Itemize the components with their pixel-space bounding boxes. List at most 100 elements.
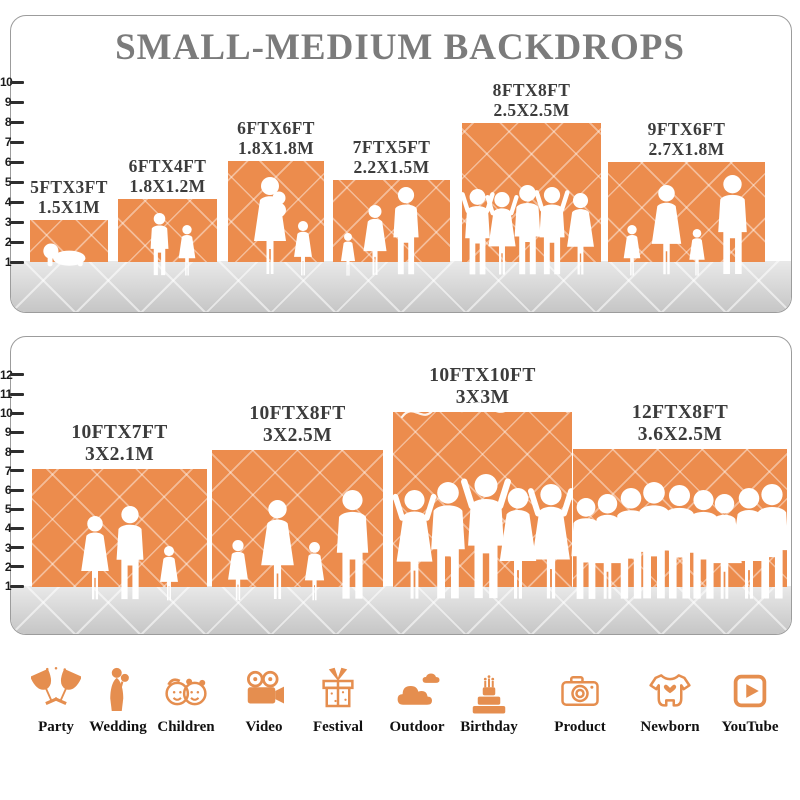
category-party: Party <box>16 666 96 736</box>
ruler-tick-bottom-5 <box>10 507 24 511</box>
ruler-tick-top-9 <box>10 100 24 104</box>
size-label: 10FTX10FT 3X3M <box>429 365 536 409</box>
girl-silhouette <box>294 221 312 276</box>
man-silhouette <box>663 485 696 599</box>
ruler-tick-top-5 <box>10 180 24 184</box>
ruler-label-bottom-3: 3 <box>4 540 12 555</box>
girl-silhouette <box>689 229 705 276</box>
festival-icon <box>298 666 378 716</box>
birthday-icon <box>449 666 529 716</box>
ruler-label-bottom-5: 5 <box>4 502 12 517</box>
ruler-label-top-6: 6 <box>4 155 12 169</box>
size-label-ft: 10FTX7FT <box>71 422 168 443</box>
man-silhouette <box>687 490 720 599</box>
figure-man <box>629 482 679 602</box>
woman-silhouette <box>651 185 682 275</box>
man-silhouette <box>393 187 419 275</box>
ruler-tick-bottom-3 <box>10 546 24 550</box>
ruler-label-top-9: 9 <box>4 95 12 109</box>
size-label-m: 2.2X1.5M <box>353 156 430 177</box>
figure-girl <box>302 542 327 602</box>
backdrop-rect-10ftx7ft <box>32 469 207 587</box>
category-label: YouTube <box>721 719 779 735</box>
womanBaby-silhouette <box>254 177 286 274</box>
ruler-tick-top-6 <box>10 160 24 164</box>
figure-manArmsUp <box>533 187 571 277</box>
man-silhouette <box>755 484 789 599</box>
woman-silhouette <box>707 494 742 599</box>
womanArmsUp-silhouette <box>392 490 437 599</box>
ruler-label-bottom-2: 2 <box>4 559 12 574</box>
ruler-tick-top-1 <box>10 260 24 264</box>
size-label-m: 3X3M <box>455 386 510 408</box>
ruler-tick-top-7 <box>10 140 24 144</box>
size-label: 6FTX6FT 1.8X1.8M <box>237 118 315 158</box>
size-label-m: 1.8X1.2M <box>129 175 206 196</box>
figure-woman <box>563 193 598 277</box>
baby-crawling-silhouette <box>43 243 86 267</box>
ruler-label-bottom-12: 12 <box>0 367 13 382</box>
ruler-label-bottom-7: 7 <box>4 463 12 478</box>
backdrop-figures <box>391 412 575 602</box>
ruler-tick-bottom-2 <box>10 565 24 569</box>
figure-girl <box>225 540 251 602</box>
ruler-label-bottom-10: 10 <box>0 406 13 421</box>
man-silhouette <box>431 482 465 599</box>
manArmsUp-silhouette <box>460 189 495 275</box>
category-label: Children <box>157 719 215 735</box>
man-silhouette <box>571 498 601 599</box>
woman-silhouette <box>81 516 109 600</box>
size-label-ft: 9FTX6FT <box>647 119 726 139</box>
figure-man <box>711 175 754 277</box>
girl-silhouette <box>178 225 196 276</box>
size-label-m: 2.5X2.5M <box>493 99 570 120</box>
ruler-label-bottom-6: 6 <box>4 483 12 497</box>
page-title: SMALL-MEDIUM BACKDROPS <box>115 27 685 68</box>
figure-woman <box>256 500 299 602</box>
womanArmsUp-silhouette <box>485 192 519 275</box>
woman-silhouette <box>363 205 387 275</box>
ruler-tick-top-3 <box>10 220 24 224</box>
man-silhouette <box>514 185 541 275</box>
category-label: Outdoor <box>389 719 445 735</box>
backdrop-figures <box>333 180 450 277</box>
ruler-tick-bottom-7 <box>10 469 24 473</box>
ruler-tick-bottom-4 <box>10 526 24 530</box>
size-label-m: 3X2.1M <box>84 443 154 465</box>
figure-girl <box>339 233 357 277</box>
size-label-ft: 6FTX4FT <box>128 156 207 176</box>
category-label: Wedding <box>89 719 147 735</box>
ruler-tick-top-4 <box>10 200 24 204</box>
ruler-label-bottom-9: 9 <box>4 425 12 440</box>
figure-womanArmsUp <box>391 490 438 602</box>
girl-silhouette <box>304 542 325 601</box>
figure-womanArmsUp <box>484 192 520 277</box>
category-newborn: Newborn <box>630 666 710 736</box>
size-label-ft: 5FTX3FT <box>30 177 108 197</box>
girl-silhouette <box>623 225 641 276</box>
ruler-tick-bottom-9 <box>10 430 24 434</box>
size-label-m: 3X2.5M <box>262 424 332 446</box>
size-label-m: 1.8X1.8M <box>237 137 315 158</box>
figure-woman <box>702 494 747 602</box>
boy-silhouette <box>150 213 169 276</box>
size-label-ft: 6FTX6FT <box>237 118 315 138</box>
figure-womanBaby <box>249 177 291 277</box>
figure-womanArmsUp <box>526 484 576 602</box>
figure-woman <box>494 488 542 602</box>
ruler-label-bottom-11: 11 <box>0 387 12 401</box>
figure-manArmsUp <box>459 189 496 277</box>
backdrop-figures <box>32 469 207 602</box>
category-label: Birthday <box>460 719 518 735</box>
backdrop-figures <box>608 162 765 277</box>
video-icon <box>224 666 304 716</box>
category-birthday: Birthday <box>449 666 529 736</box>
ruler-tick-bottom-10 <box>10 411 24 415</box>
backdrop-rect-6ftx4ft <box>118 199 217 262</box>
figure-man <box>508 185 547 277</box>
size-label-ft: 12FTX8FT <box>631 402 729 423</box>
ruler-tick-bottom-8 <box>10 450 24 454</box>
product-icon <box>540 666 620 716</box>
ruler-tick-bottom-1 <box>10 584 24 588</box>
ruler-label-bottom-8: 8 <box>4 444 12 459</box>
